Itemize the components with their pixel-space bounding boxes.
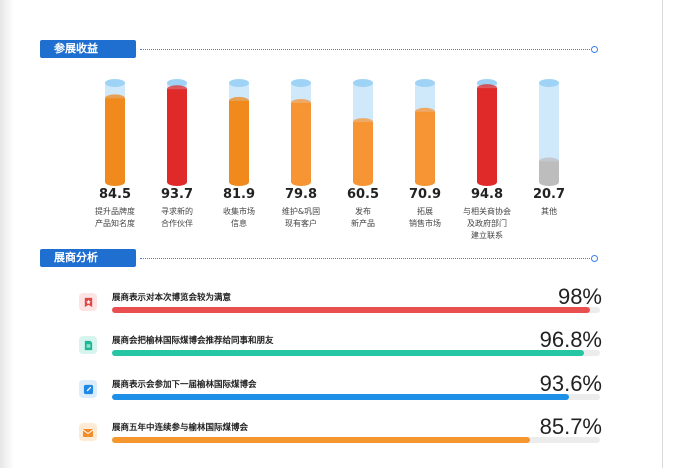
section-divider-end: [591, 255, 598, 262]
income-section-title: 参展收益: [40, 40, 136, 58]
edit-icon: [79, 380, 97, 398]
analysis-row-label: 展商表示对本次博览会较为满意: [112, 293, 232, 303]
bar-top: [539, 157, 559, 166]
bar-tube-cap: [105, 79, 125, 87]
bar: [353, 122, 373, 182]
bar-value-label: 94.8: [470, 187, 504, 202]
analysis-row-label: 展商五年中连续参与榆林国际煤博会: [112, 423, 249, 433]
bar-category-label: 与相关商协会 及政府部门建立联系: [452, 206, 522, 242]
bar: [105, 98, 125, 182]
analysis-row-percent: 85.7%: [539, 414, 602, 439]
bar-top: [105, 94, 125, 103]
bar-category-line: 拓展: [417, 207, 433, 216]
progress-track: [112, 394, 600, 400]
bar-category-line: 建立联系: [471, 231, 503, 240]
bar-category-line: 发布: [355, 207, 371, 216]
bar-value-label: 20.7: [532, 187, 566, 202]
bar-category-line: 销售市场: [409, 219, 441, 228]
income-bar-chart: [105, 79, 559, 186]
progress-fill: [112, 307, 591, 313]
bar-category-label: 提升品牌度产品知名度: [80, 206, 150, 230]
bar-tube: [539, 83, 559, 182]
bar-category-line: 及政府部门: [467, 219, 507, 228]
bar-top: [291, 98, 311, 107]
analysis-row-percent: 96.8%: [539, 327, 602, 352]
analysis-row-label: 展商会把榆林国际煤博会推荐给同事和朋友: [112, 336, 274, 346]
page-edge-rule: [662, 0, 663, 468]
section-divider: [140, 49, 592, 50]
bar-base: [415, 178, 435, 186]
progress-track: [112, 350, 600, 356]
income-section-header: 参展收益: [40, 40, 598, 58]
bar-category-line: 合作伙伴: [161, 219, 193, 228]
progress-track: [112, 437, 600, 443]
bar-category-line: 提升品牌度: [95, 207, 135, 216]
section-divider: [140, 258, 592, 259]
bar-base: [353, 178, 373, 186]
bar-category-line: 其他: [541, 207, 557, 216]
star-badge-icon: [79, 293, 97, 311]
bar-category-label: 收集市场 信息: [204, 206, 274, 230]
bar-tube-cap: [229, 79, 249, 87]
progress-fill: [112, 437, 531, 443]
analysis-row-label: 展商表示会参加下一届榆林国际煤博会: [112, 380, 257, 390]
bar: [167, 89, 187, 182]
analysis-row-percent: 93.6%: [539, 371, 602, 396]
analysis-section-header: 展商分析: [40, 249, 598, 267]
analysis-section-title: 展商分析: [40, 249, 136, 267]
bar-category-line: 收集市场: [223, 207, 255, 216]
bar-category-line: 寻求新的: [161, 207, 193, 216]
bar: [477, 88, 497, 182]
bar: [291, 102, 311, 182]
bar-tube-cap: [539, 79, 559, 87]
bar: [229, 100, 249, 182]
progress-fill: [112, 350, 585, 356]
page-edge-shadow: [0, 0, 14, 468]
bar-value-label: 93.7: [160, 187, 194, 202]
bar-value-label: 60.5: [346, 187, 380, 202]
section-divider-end: [591, 46, 598, 53]
bar-tube-cap: [291, 79, 311, 87]
bar: [539, 161, 559, 182]
bar: [415, 111, 435, 182]
bar-category-line: 与相关商协会: [463, 207, 511, 216]
bar-category-line: 新产品: [351, 219, 375, 228]
bar-tube-cap: [415, 79, 435, 87]
progress-fill: [112, 394, 569, 400]
bar-category-label: 维护&巩固现有客户: [266, 206, 336, 230]
bar-base: [167, 178, 187, 186]
bar-category-line: 维护&巩固: [281, 207, 321, 216]
bar-category-label: 拓展 销售市场: [390, 206, 460, 230]
bar-base: [477, 178, 497, 186]
bar-tube-cap: [353, 79, 373, 87]
bar-base: [105, 178, 125, 186]
bar-base: [291, 178, 311, 186]
bar-category-label: 寻求新的 合作伙伴: [142, 206, 212, 230]
bar-top: [353, 118, 373, 127]
bar-value-label: 84.5: [98, 187, 132, 202]
bar-category-label: 其他: [514, 206, 584, 218]
bar-value-label: 70.9: [408, 187, 442, 202]
bar-top: [229, 96, 249, 105]
document-icon: [79, 336, 97, 354]
bar-top: [477, 84, 497, 93]
bar-category-line: 产品知名度: [95, 219, 135, 228]
analysis-row-percent: 98%: [557, 284, 602, 309]
bar-category-line: 现有客户: [285, 219, 317, 228]
bar-value-label: 81.9: [222, 187, 256, 202]
bar-top: [167, 85, 187, 94]
bar-tube-cap: [167, 79, 187, 87]
bar-category-line: 信息: [231, 219, 247, 228]
bar-top: [415, 107, 435, 116]
bar-base: [229, 178, 249, 186]
bar-category-label: 发布 新产品: [328, 206, 398, 230]
mail-icon: [79, 423, 97, 441]
bar-value-label: 79.8: [284, 187, 318, 202]
bar-base: [539, 178, 559, 186]
progress-track: [112, 307, 600, 313]
